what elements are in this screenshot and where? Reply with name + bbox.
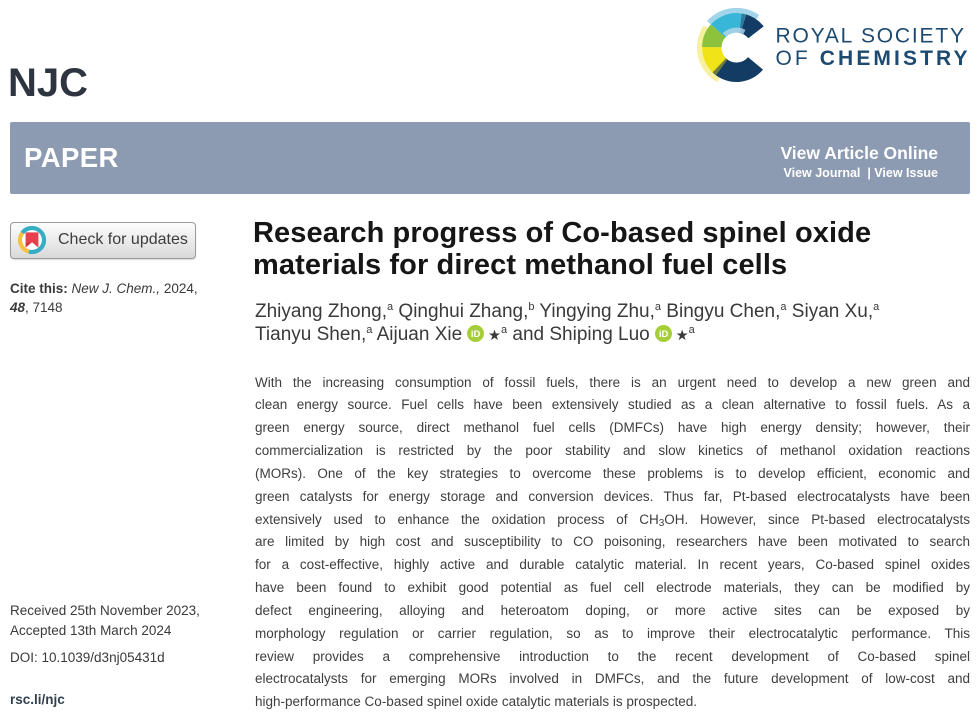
svg-text:iD: iD bbox=[471, 329, 481, 340]
svg-text:iD: iD bbox=[659, 329, 669, 340]
svg-text:ROYAL SOCIETY: ROYAL SOCIETY bbox=[775, 24, 965, 47]
svg-text:OF CHEMISTRY: OF CHEMISTRY bbox=[775, 47, 970, 70]
